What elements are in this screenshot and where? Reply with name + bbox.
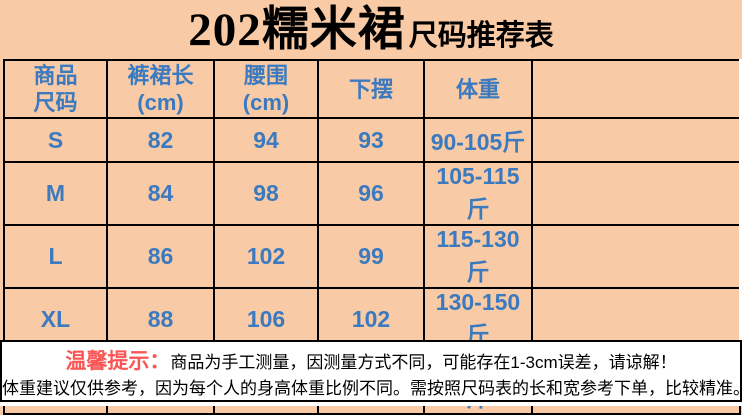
header-product-size-line1: 商品: [33, 63, 78, 88]
cell-weight: 105-115斤: [423, 161, 533, 226]
cell-hem: 93: [317, 117, 425, 163]
cell-hem: 96: [317, 161, 425, 226]
cell-size: M: [3, 161, 108, 226]
bottom-edge-strip: [0, 402, 742, 406]
header-waist-unit: (cm): [242, 90, 290, 115]
cell-size: S: [3, 117, 108, 163]
header-weight: 体重: [423, 59, 533, 119]
header-hem-label: 下摆: [348, 76, 393, 102]
title-product-name: 202糯米裙: [188, 4, 406, 56]
table-row-m: M 84 98 96 105-115斤: [3, 161, 741, 226]
title-suffix: 尺码推荐表: [408, 20, 554, 52]
right-edge-strip: [739, 59, 742, 340]
cell-empty: [531, 161, 741, 226]
cell-length: 84: [106, 161, 215, 226]
cell-waist: 98: [213, 161, 319, 226]
header-waist-line1: 腰围: [243, 63, 288, 88]
cell-waist: 94: [213, 117, 319, 163]
header-empty: [531, 59, 741, 119]
cell-size: L: [3, 224, 108, 289]
header-weight-label: 体重: [455, 76, 500, 102]
header-product-size-line2: 尺码: [33, 90, 78, 115]
table-header-row: 商品 尺码 裤裙长 (cm) 腰围 (cm) 下摆 体重: [3, 59, 741, 119]
header-skirt-length-line1: 裤裙长: [127, 63, 194, 88]
cell-hem: 99: [317, 224, 425, 289]
cell-length: 82: [106, 117, 215, 163]
cell-empty: [531, 224, 741, 289]
cell-weight: 115-130斤: [423, 224, 533, 289]
note-line2: 体重建议仅供参考，因为每个人的身高体重比例不同。需按照尺码表的长和宽参考下单，比…: [2, 379, 742, 398]
page-title: 202糯米裙 尺码推荐表: [0, 0, 742, 59]
header-skirt-length-unit: (cm): [137, 90, 184, 115]
cell-empty: [531, 117, 741, 163]
cell-weight: 90-105斤: [423, 117, 533, 163]
header-waist: 腰围 (cm): [213, 59, 319, 119]
note-line1: 温馨提示：商品为手工测量，因测量方式不同，可能存在1-3cm误差，请谅解！: [2, 349, 740, 375]
header-hem: 下摆: [317, 59, 425, 119]
note-line1-text: 商品为手工测量，因测量方式不同，可能存在1-3cm误差，请谅解！: [170, 353, 677, 372]
cell-length: 86: [106, 224, 215, 289]
header-product-size: 商品 尺码: [3, 59, 108, 119]
cell-waist: 102: [213, 224, 319, 289]
table-row-l: L 86 102 99 115-130斤: [3, 224, 741, 289]
note-box: 温馨提示：商品为手工测量，因测量方式不同，可能存在1-3cm误差，请谅解！ 体重…: [0, 340, 742, 402]
header-skirt-length: 裤裙长 (cm): [106, 59, 215, 119]
note-label: 温馨提示：: [65, 350, 171, 373]
table-row-s: S 82 94 93 90-105斤: [3, 117, 741, 163]
